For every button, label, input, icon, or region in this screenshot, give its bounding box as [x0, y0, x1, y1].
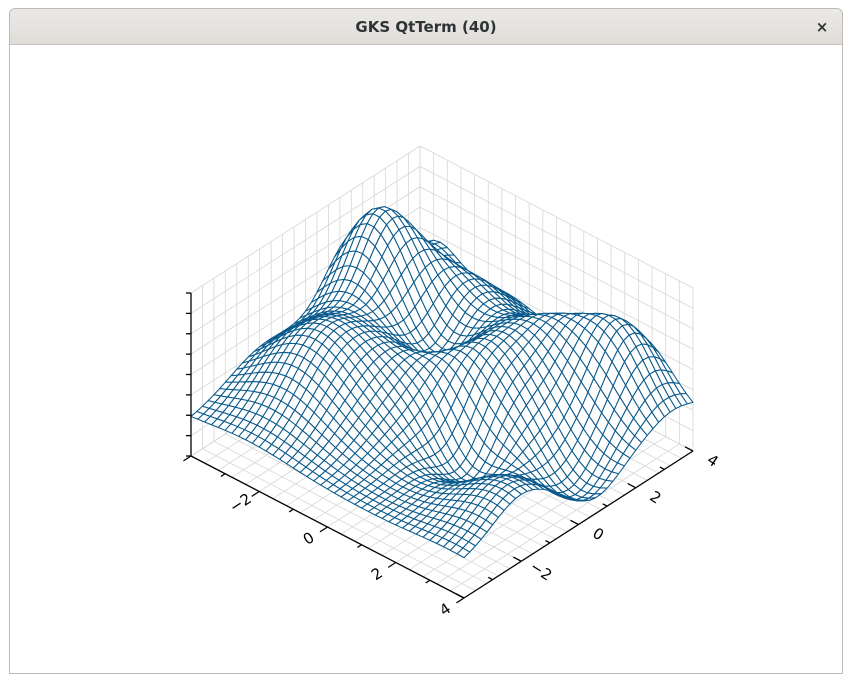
y-tick: [487, 576, 493, 581]
close-button[interactable]: ×: [815, 18, 829, 36]
title-bar[interactable]: GKS QtTerm (40) ×: [10, 9, 842, 45]
x-tick-label: 4: [436, 599, 454, 619]
wall-grid-line: [419, 206, 694, 350]
x-tick: [251, 490, 260, 497]
plot-canvas: −2 0 2 4 −2 0 2 4: [10, 45, 842, 673]
wall-grid-line: [419, 166, 694, 309]
x-tick: [357, 544, 362, 548]
y-tick-label: −2: [527, 557, 555, 584]
x-tick: [220, 473, 226, 477]
wall-grid-line: [190, 166, 421, 314]
wall-grid-line: [419, 145, 694, 289]
y-tick: [570, 519, 579, 526]
x-tick: [288, 508, 294, 513]
window-title: GKS QtTerm (40): [355, 18, 497, 36]
y-tick-label: 4: [704, 451, 722, 471]
y-tick-label: 0: [589, 524, 607, 544]
y-tick: [512, 556, 522, 562]
x-tick: [319, 526, 328, 533]
x-tick-label: 2: [368, 564, 386, 584]
x-tick: [425, 579, 431, 584]
surface-mesh: [190, 206, 694, 559]
y-tick: [627, 483, 637, 489]
y-tick: [684, 446, 694, 452]
window: GKS QtTerm (40) × −2 0 2 4 −2 0 2 4: [9, 8, 843, 674]
surface-plot: −2 0 2 4 −2 0 2 4: [183, 145, 722, 620]
y-tick: [545, 539, 551, 544]
wall-grid-line: [419, 186, 694, 330]
x-tick: [456, 597, 465, 604]
floor-grid-line: [450, 443, 680, 592]
y-tick: [659, 466, 665, 470]
y-tick-label: 2: [647, 487, 665, 507]
x-tick-label: 0: [300, 528, 318, 548]
x-tick: [183, 455, 192, 462]
surface-cell: [456, 547, 471, 559]
x-tick: [387, 561, 397, 568]
x-tick-label: −2: [226, 489, 254, 516]
wall-grid-line: [190, 145, 421, 294]
y-tick: [602, 503, 608, 507]
y-tick: [455, 593, 465, 599]
